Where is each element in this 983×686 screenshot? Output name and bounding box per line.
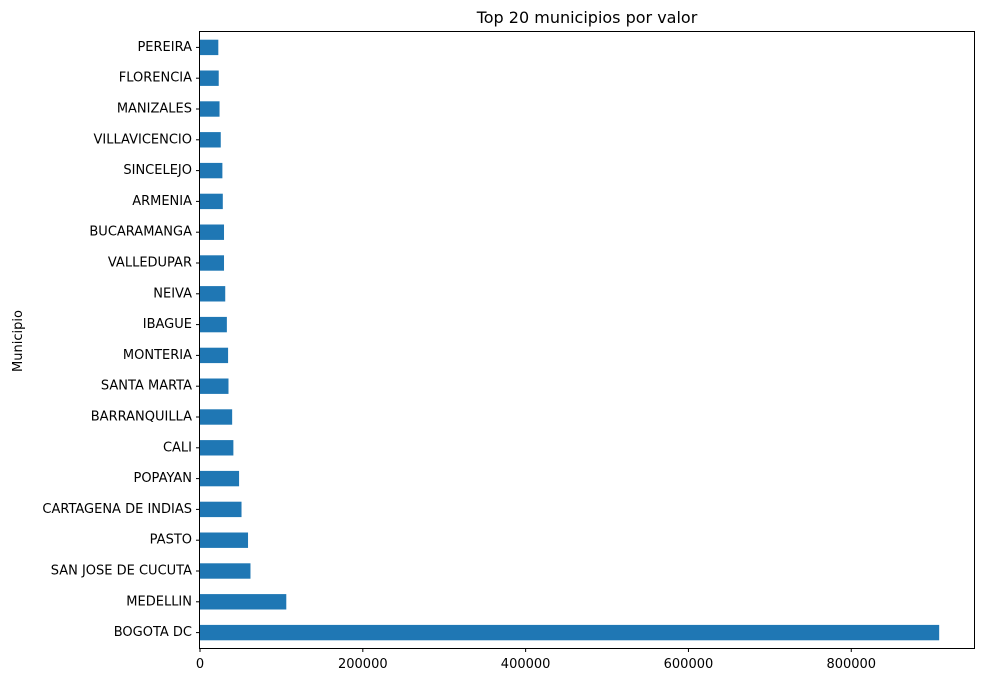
bar-cartagena-de-indias <box>200 501 242 518</box>
bar-pasto <box>200 532 249 548</box>
y-tick-label: CARTAGENA DE INDIAS <box>42 502 192 517</box>
x-tick-label: 600000 <box>664 657 714 672</box>
x-tick-label: 800000 <box>826 657 876 672</box>
chart-title: Top 20 municipios por valor <box>476 8 698 27</box>
bar-monteria <box>200 347 229 364</box>
x-tick-label: 400000 <box>501 657 551 672</box>
y-tick-label: VILLAVICENCIO <box>94 132 192 147</box>
bar-florencia <box>200 70 219 86</box>
x-tick-label: 0 <box>196 657 204 672</box>
bar-sincelejo <box>200 162 223 179</box>
bar-manizales <box>200 101 220 117</box>
y-tick-label: NEIVA <box>153 286 192 301</box>
y-tick-label: ARMENIA <box>132 194 192 209</box>
y-tick-label: MONTERIA <box>123 348 192 363</box>
bar-popayan <box>200 470 240 487</box>
bar-villavicencio <box>200 132 221 148</box>
y-axis-label: Municipio <box>11 310 26 372</box>
y-tick-label: BARRANQUILLA <box>91 410 192 425</box>
bar-neiva <box>200 286 226 302</box>
bar-armenia <box>200 193 223 210</box>
y-tick-label: IBAGUE <box>143 317 192 332</box>
bar-ibague <box>200 316 227 333</box>
y-tick-label: SAN JOSE DE CUCUTA <box>51 564 192 579</box>
bar-pereira <box>200 39 219 56</box>
x-tick-label: 200000 <box>338 657 388 672</box>
y-tick-label: PASTO <box>150 533 192 548</box>
y-tick-label: SANTA MARTA <box>101 379 192 394</box>
y-tick-label: BUCARAMANGA <box>89 225 192 240</box>
y-tick-label: MEDELLIN <box>126 594 192 609</box>
y-tick-label: FLORENCIA <box>119 71 192 86</box>
x-ticks-group: 0 200000 400000 600000 800000 <box>196 648 876 672</box>
y-ticks-group: BOGOTA DC MEDELLIN SAN JOSE DE CUCUTA PASTO… <box>42 40 200 640</box>
bars-group <box>200 39 940 641</box>
y-tick-label: MANIZALES <box>117 102 192 117</box>
y-tick-label: POPAYAN <box>133 471 192 486</box>
bar-barranquilla <box>200 409 233 425</box>
bar-bucaramanga <box>200 224 225 240</box>
y-tick-label: VALLEDUPAR <box>108 256 192 271</box>
bar-santa-marta <box>200 378 229 394</box>
y-tick-label: CALI <box>163 440 192 455</box>
bar-medellin <box>200 594 287 610</box>
bar-cali <box>200 440 234 456</box>
plot-area-frame <box>199 31 975 649</box>
bar-valledupar <box>200 255 225 271</box>
y-tick-label: SINCELEJO <box>123 163 192 178</box>
y-tick-label: PEREIRA <box>137 40 192 55</box>
bar-san-jose-de-cucuta <box>200 563 251 579</box>
bar-bogota-dc <box>200 624 940 641</box>
y-tick-label: BOGOTA DC <box>114 625 192 640</box>
